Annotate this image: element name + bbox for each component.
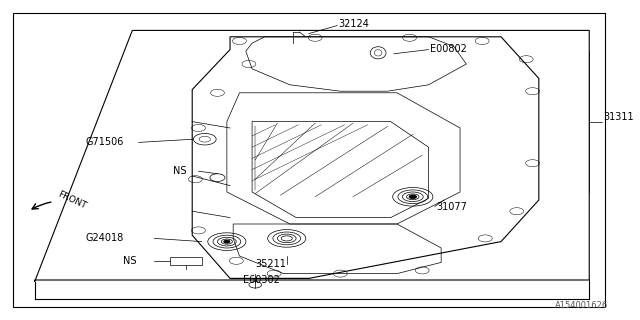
Text: A154001626: A154001626 [555,301,608,310]
Text: NS: NS [123,256,136,266]
Text: FRONT: FRONT [57,189,88,211]
Text: 35211: 35211 [255,259,286,269]
Circle shape [409,195,417,199]
Text: NS: NS [173,166,187,176]
Text: 32124: 32124 [339,19,369,29]
Text: E60302: E60302 [243,275,280,285]
Bar [170,257,202,265]
Text: 31077: 31077 [436,202,467,212]
Circle shape [224,240,230,243]
Text: E00802: E00802 [430,44,467,54]
Text: G24018: G24018 [85,233,124,244]
Text: 31311: 31311 [604,112,634,122]
Text: G71506: G71506 [85,137,124,148]
